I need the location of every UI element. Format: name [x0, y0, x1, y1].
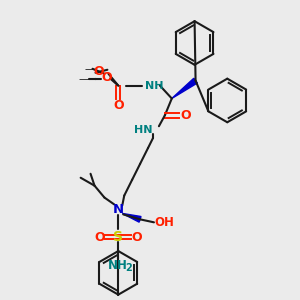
Text: S: S: [113, 230, 123, 244]
Text: O: O: [101, 71, 112, 84]
Text: HN: HN: [134, 125, 153, 135]
Text: O: O: [180, 109, 191, 122]
Text: O: O: [94, 231, 105, 244]
Text: OH: OH: [154, 216, 174, 229]
Text: NH: NH: [108, 260, 128, 272]
Text: O: O: [94, 65, 104, 78]
Text: O: O: [132, 231, 142, 244]
Text: O: O: [113, 99, 124, 112]
Text: 2: 2: [125, 263, 132, 273]
Polygon shape: [172, 78, 197, 98]
Polygon shape: [122, 213, 141, 222]
Text: —: —: [78, 74, 89, 84]
Text: NH: NH: [145, 81, 163, 91]
Text: —: —: [85, 64, 94, 74]
Text: N: N: [113, 203, 124, 216]
